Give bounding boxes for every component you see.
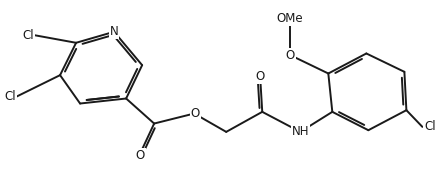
Text: O: O xyxy=(136,149,145,162)
Text: Cl: Cl xyxy=(425,120,436,133)
Text: NH: NH xyxy=(292,125,309,138)
Text: Cl: Cl xyxy=(4,90,16,103)
Text: Cl: Cl xyxy=(22,29,34,42)
Text: O: O xyxy=(256,70,265,83)
Text: O: O xyxy=(286,49,295,62)
Text: OMe: OMe xyxy=(276,12,303,25)
Text: O: O xyxy=(191,107,200,120)
Text: N: N xyxy=(110,25,118,38)
